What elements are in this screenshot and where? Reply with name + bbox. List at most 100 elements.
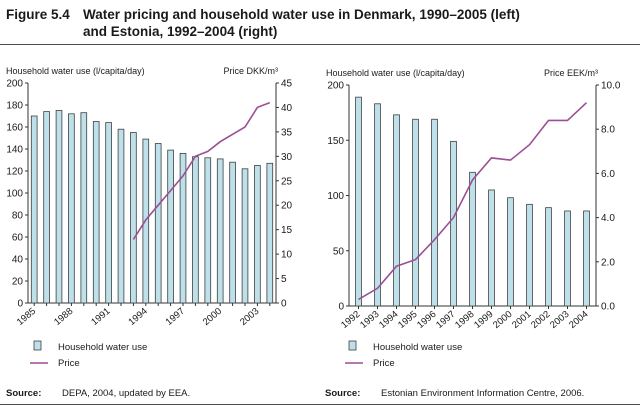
x-tick-label: 1994: [377, 309, 400, 331]
y-tick-label: 20: [12, 277, 24, 288]
legend-bar-label: Household water use: [58, 342, 147, 353]
y-tick-label: 0: [338, 302, 344, 313]
bar: [167, 149, 174, 304]
bar: [154, 143, 162, 304]
y-tick-label: 200: [327, 81, 344, 92]
y2-tick-label: 6.0: [601, 169, 615, 180]
x-tick-label: 1997: [164, 306, 187, 328]
bar: [68, 113, 75, 304]
bar: [450, 140, 457, 307]
y-tick-label: 60: [12, 233, 24, 244]
figure-title: Figure 5.4 Water pricing and household wa…: [6, 6, 520, 40]
y2-tick-label: 40: [281, 103, 293, 114]
legend-line-label: Price: [373, 358, 395, 369]
bar: [545, 207, 552, 307]
x-tick-label: 1988: [52, 306, 75, 328]
y-tick-label: 120: [6, 167, 23, 178]
y2-tick-label: 4.0: [601, 213, 615, 224]
y2-tick-label: 30: [281, 152, 293, 163]
y-tick-label: 180: [6, 101, 23, 112]
y-tick-label: 100: [327, 191, 344, 202]
bar: [254, 165, 261, 304]
bar: [241, 168, 249, 304]
bar: [229, 161, 236, 304]
y2-tick-label: 0.0: [601, 302, 615, 313]
bar: [43, 111, 50, 304]
y2-tick-label: 20: [281, 201, 293, 212]
top-rule: [0, 44, 640, 45]
x-tick-label: 1991: [89, 306, 112, 328]
y-tick-label: 40: [12, 255, 24, 266]
y2-tick-label: 10: [281, 250, 293, 261]
x-tick-label: 1995: [396, 309, 419, 331]
y-axis-label: Household water use (l/capita/day): [326, 68, 465, 78]
bar: [488, 189, 495, 307]
x-tick-label: 1993: [358, 309, 381, 331]
y2-axis-label: Price EEK/m³: [544, 68, 598, 78]
x-tick-label: 2002: [529, 309, 552, 331]
figure-number: Figure 5.4: [6, 7, 70, 22]
y-tick-label: 140: [6, 145, 23, 156]
bar: [526, 203, 533, 307]
bar: [412, 118, 419, 307]
x-tick-label: 2003: [548, 309, 571, 331]
price-line: [132, 101, 271, 240]
x-tick-label: 2001: [510, 309, 533, 331]
figure-title-line2: and Estonia, 1992–2004 (right): [83, 24, 278, 39]
source-left-label: Source:: [6, 388, 42, 399]
x-tick-label: 1997: [434, 309, 457, 331]
y-tick-label: 0: [17, 299, 23, 310]
y2-tick-label: 5: [281, 274, 287, 285]
bar: [583, 210, 590, 307]
y2-tick-label: 2.0: [601, 257, 615, 268]
bar: [266, 162, 274, 304]
bar: [393, 114, 400, 307]
x-tick-label: 1999: [472, 309, 495, 331]
price-line: [358, 102, 588, 301]
x-tick-label: 1994: [126, 306, 149, 328]
y2-tick-label: 25: [281, 176, 293, 187]
y2-tick-label: 8.0: [601, 125, 615, 136]
x-tick-label: 2000: [491, 309, 514, 331]
y2-tick-label: 0: [281, 299, 287, 310]
y-tick-label: 160: [6, 123, 23, 134]
y2-axis-label: Price DKK/m³: [223, 66, 278, 76]
legend-bar-swatch: [33, 340, 42, 351]
bar: [564, 210, 571, 307]
source-left: Source: DEPA, 2004, updated by EEA.: [6, 388, 190, 399]
y-axis-label: Household water use (l/capita/day): [6, 66, 145, 76]
bar: [469, 171, 476, 307]
legend-bar-swatch: [348, 340, 357, 351]
y2-tick-label: 10.0: [601, 81, 621, 92]
bar: [55, 110, 63, 304]
y2-tick-label: 15: [281, 225, 293, 236]
source-right-text: Estonian Environment Information Centre,…: [381, 388, 585, 399]
y-tick-label: 100: [6, 189, 23, 200]
bar: [204, 157, 212, 304]
y2-tick-label: 35: [281, 127, 293, 138]
x-tick-label: 1998: [453, 309, 476, 331]
source-right: Source: Estonian Environment Information …: [325, 388, 584, 399]
y-tick-label: 80: [12, 211, 24, 222]
bar: [117, 128, 125, 304]
bar: [216, 158, 224, 304]
bar: [30, 115, 38, 304]
x-tick-label: 2004: [567, 309, 590, 331]
bottom-rule: [0, 404, 640, 405]
bar: [92, 121, 100, 304]
legend-bar-label: Household water use: [373, 342, 462, 353]
figure-title-line1: Water pricing and household water use in…: [83, 7, 520, 22]
x-tick-label: 2003: [238, 306, 261, 328]
bar: [80, 112, 88, 304]
bar: [431, 118, 438, 307]
x-tick-label: 1996: [415, 309, 438, 331]
y2-tick-label: 45: [281, 79, 293, 90]
bar: [105, 122, 112, 304]
bar: [355, 96, 362, 307]
bar: [192, 156, 199, 304]
bar: [507, 197, 514, 307]
bar: [130, 132, 137, 304]
source-right-label: Source:: [325, 388, 361, 399]
bar: [374, 103, 381, 307]
source-left-text: DEPA, 2004, updated by EEA.: [62, 388, 191, 399]
